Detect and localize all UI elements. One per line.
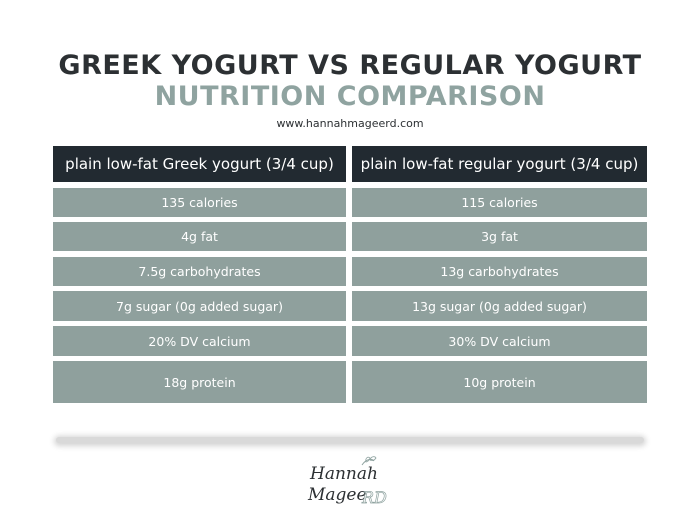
table-cell-regular-carbohydrates: 13g carbohydrates: [352, 257, 647, 286]
table-cell-regular-calcium: 30% DV calcium: [352, 326, 647, 356]
table-header-greek: plain low-fat Greek yogurt (3/4 cup): [53, 146, 346, 182]
table-header-regular: plain low-fat regular yogurt (3/4 cup): [352, 146, 647, 182]
table-cell-regular-fat: 3g fat: [352, 222, 647, 251]
table-cell-greek-calcium: 20% DV calcium: [53, 326, 346, 356]
page-title: GREEK YOGURT VS REGULAR YOGURT: [58, 50, 642, 81]
table-cell-regular-sugar: 13g sugar (0g added sugar): [352, 291, 647, 321]
hannah-magee-rd-logo: Hannah Magee RD: [300, 455, 400, 515]
table-cell-greek-fat: 4g fat: [53, 222, 346, 251]
logo-line-magee: Magee: [307, 485, 367, 505]
divider-shadow: [56, 437, 644, 443]
table-cell-greek-sugar: 7g sugar (0g added sugar): [53, 291, 346, 321]
table-cell-regular-calories: 115 calories: [352, 188, 647, 217]
table-cell-greek-carbohydrates: 7.5g carbohydrates: [53, 257, 346, 286]
table-cell-greek-calories: 135 calories: [53, 188, 346, 217]
table-cell-regular-protein: 10g protein: [352, 361, 647, 403]
website-url: www.hannahmageerd.com: [276, 117, 424, 130]
table-cell-greek-protein: 18g protein: [53, 361, 346, 403]
logo-rd-suffix: RD: [361, 488, 387, 507]
logo-line-hannah: Hannah: [309, 464, 378, 484]
page-subtitle: NUTRITION COMPARISON: [154, 81, 546, 112]
